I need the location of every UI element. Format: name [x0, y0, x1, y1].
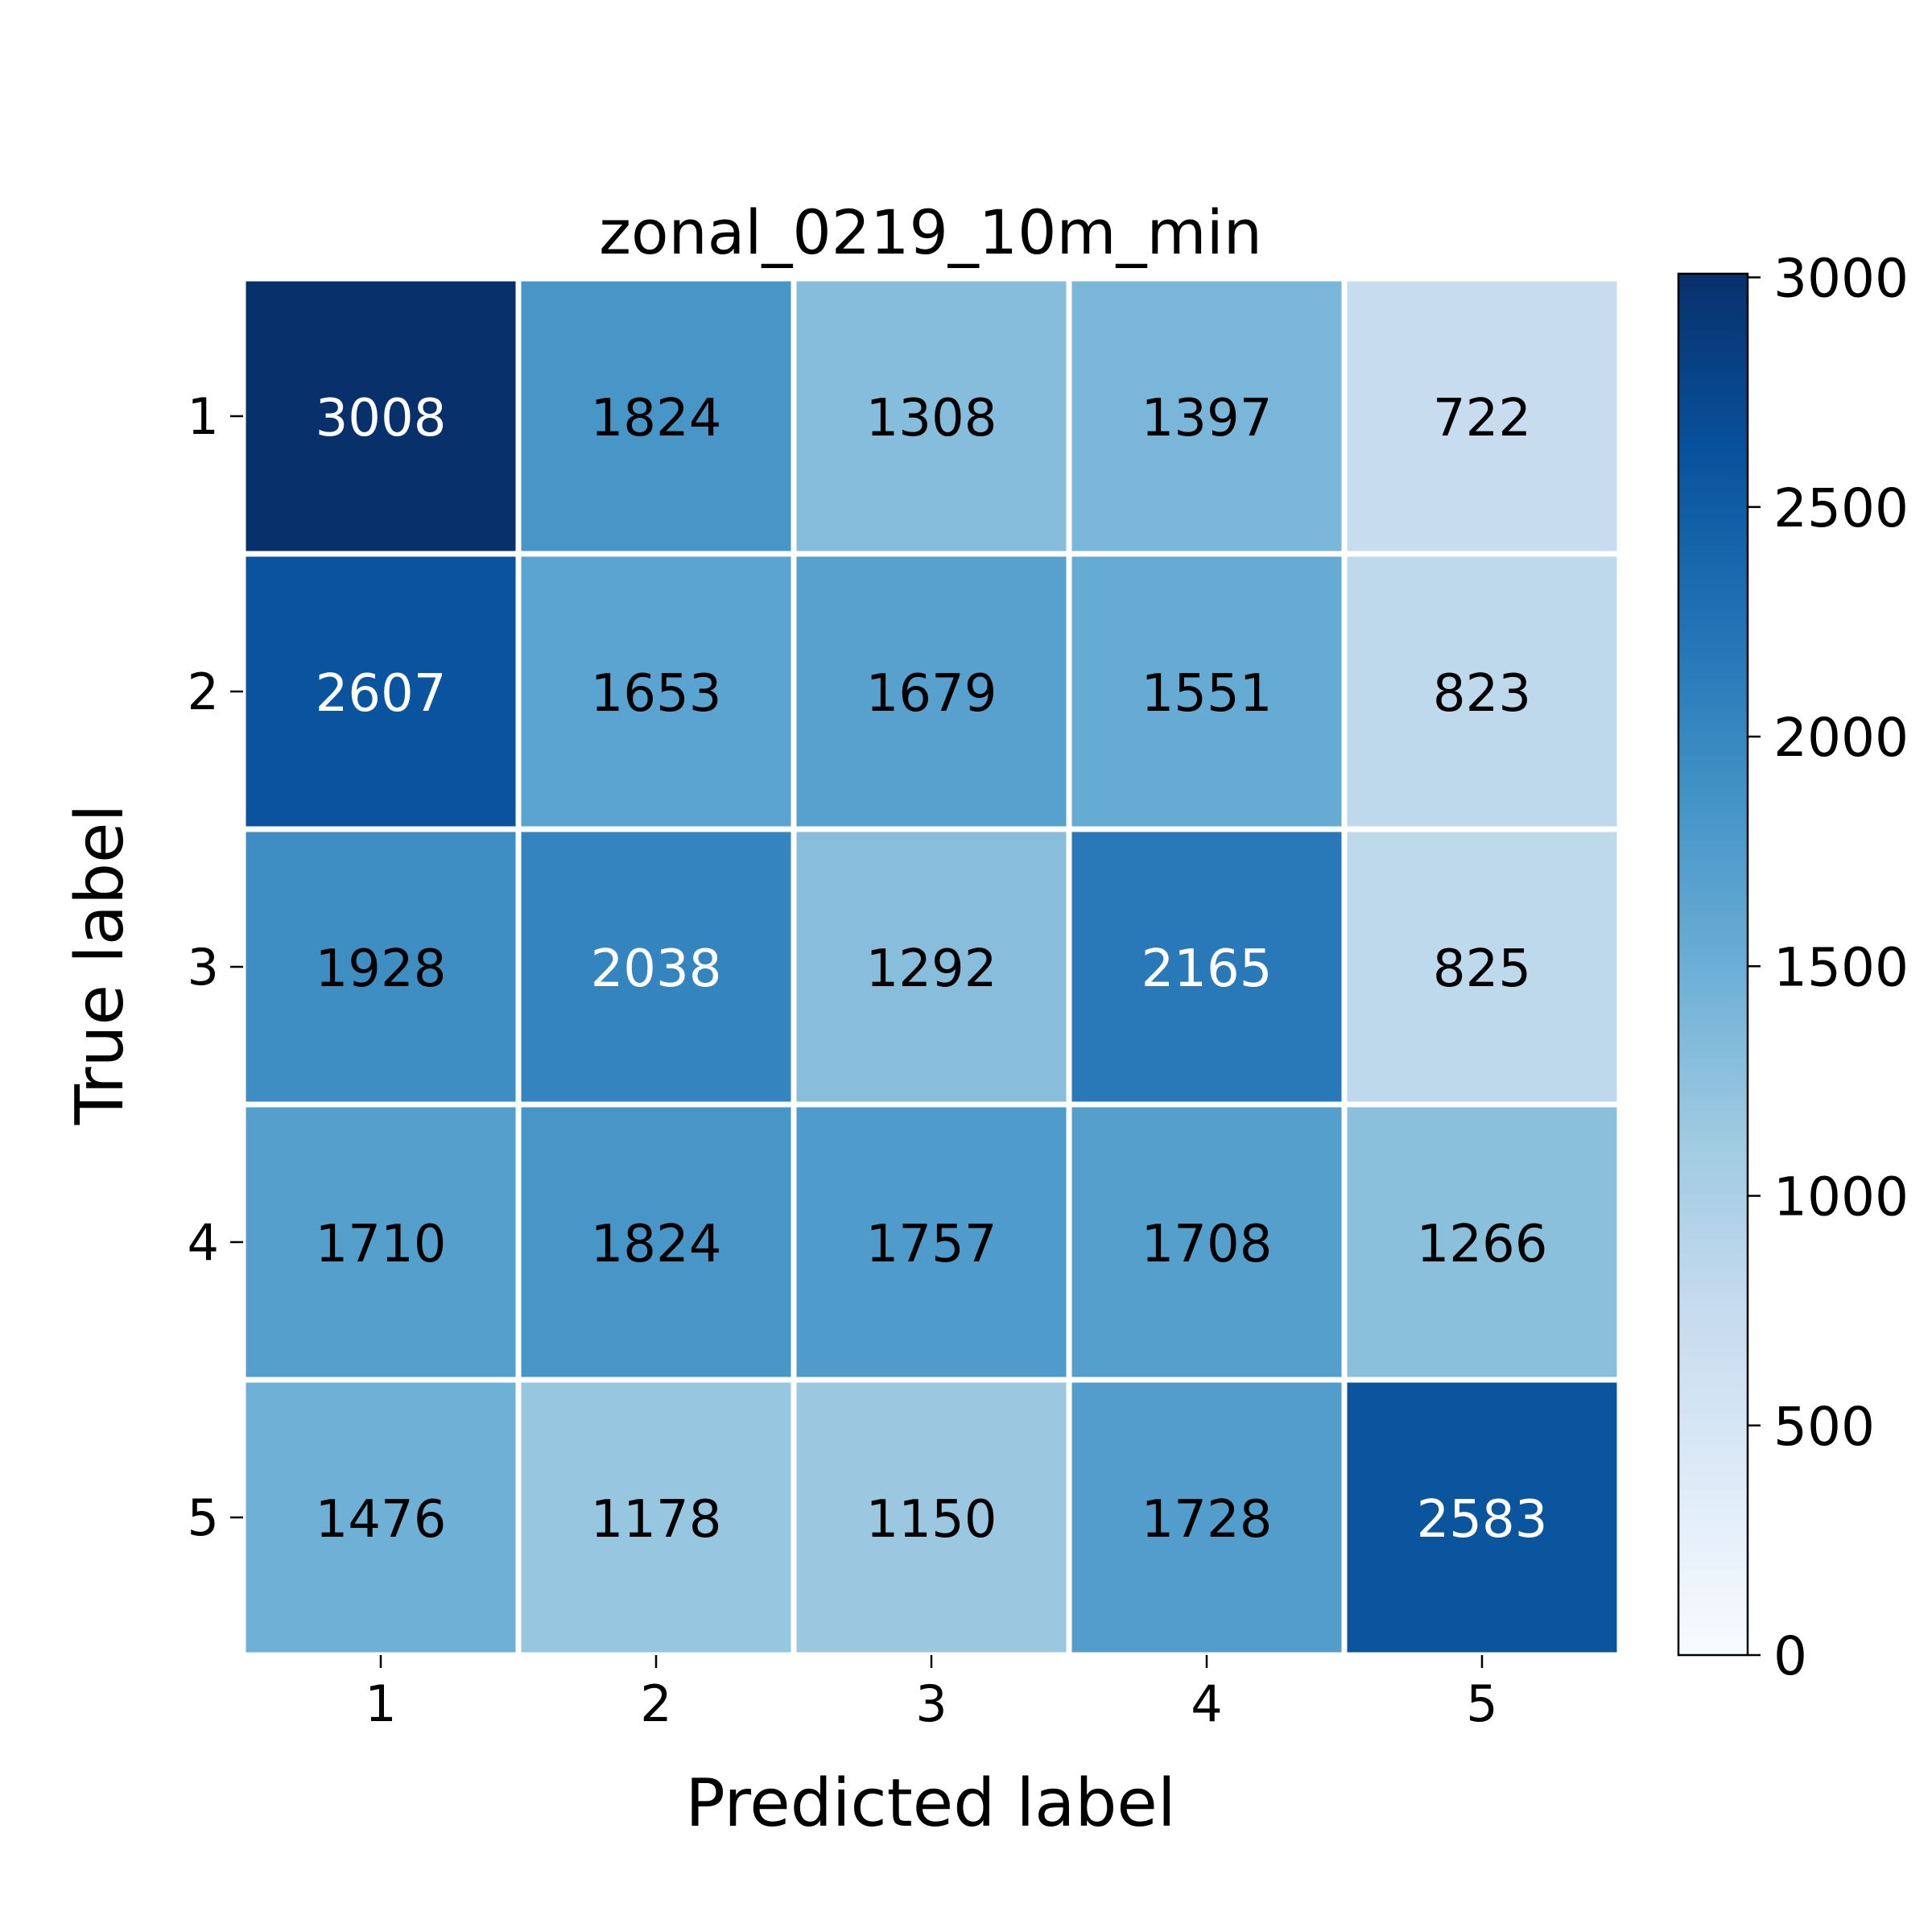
heatmap-cell-r3-c4 — [1071, 832, 1342, 1102]
y-tick-label-1: 1 — [188, 387, 219, 446]
heatmap-cell-r3-c2 — [521, 832, 791, 1102]
cell-value-label-r1-c5: 722 — [1433, 389, 1531, 448]
cell-value-label-r4-c1: 1710 — [316, 1215, 447, 1274]
cell-value-label-r3-c5: 825 — [1433, 939, 1531, 999]
heatmap-cell-r4-c3 — [796, 1107, 1067, 1377]
y-tick-label-2: 2 — [188, 663, 219, 721]
heatmap-cell-r2-c2 — [521, 556, 791, 827]
colorbar-tick-label-2000: 2000 — [1773, 707, 1909, 769]
colorbar-tick-label-500: 500 — [1773, 1396, 1875, 1458]
cell-value-label-r4-c5: 1266 — [1417, 1215, 1548, 1274]
x-tick-label-4: 4 — [1191, 1674, 1222, 1733]
colorbar-tick-label-2500: 2500 — [1773, 477, 1909, 539]
cell-value-label-r1-c1: 3008 — [316, 389, 447, 448]
cell-value-label-r4-c3: 1757 — [866, 1215, 997, 1274]
cell-value-label-r5-c5: 2583 — [1417, 1490, 1548, 1550]
heatmap-cell-r3-c3 — [796, 832, 1067, 1102]
cell-value-label-r2-c5: 823 — [1433, 664, 1531, 724]
y-tick-label-5: 5 — [188, 1488, 219, 1547]
x-axis-ticks: 1 2 3 4 5 — [365, 1655, 1498, 1733]
cell-value-label-r3-c2: 2038 — [591, 939, 722, 999]
heatmap-cell-r4-c1 — [246, 1107, 516, 1377]
heatmap-cell-r5-c5 — [1347, 1382, 1617, 1653]
heatmap-cell-r1-c2 — [521, 281, 791, 551]
heatmap-cell-r1-c4 — [1071, 281, 1342, 551]
x-tick-label-2: 2 — [640, 1674, 671, 1733]
cell-value-label-r4-c2: 1824 — [591, 1215, 722, 1274]
heatmap-cells — [246, 281, 1617, 1653]
chart-title: zonal_0219_10m_min — [599, 196, 1262, 268]
heatmap-cell-r1-c5 — [1347, 281, 1617, 551]
y-tick-label-3: 3 — [188, 938, 219, 997]
heatmap-cell-r4-c4 — [1071, 1107, 1342, 1377]
heatmap-cell-r2-c1 — [246, 556, 516, 827]
colorbar-tick-label-3000: 3000 — [1773, 248, 1909, 310]
heatmap-cell-r4-c5 — [1347, 1107, 1617, 1377]
heatmap-cell-r3-c5 — [1347, 832, 1617, 1102]
colorbar-tick-label-1500: 1500 — [1773, 936, 1909, 998]
cell-value-label-r5-c3: 1150 — [866, 1490, 997, 1550]
cell-value-label-r1-c3: 1308 — [866, 389, 997, 448]
heatmap-cell-r5-c2 — [521, 1382, 791, 1653]
colorbar-tick-label-0: 0 — [1773, 1625, 1807, 1687]
cell-value-label-r3-c1: 1928 — [316, 939, 447, 999]
cell-value-label-r3-c3: 1292 — [866, 939, 997, 999]
heatmap-cell-r4-c2 — [521, 1107, 791, 1377]
cell-value-label-r2-c2: 1653 — [591, 664, 722, 724]
cell-value-label-r1-c2: 1824 — [591, 389, 722, 448]
y-axis-ticks: 1 2 3 4 5 — [188, 387, 243, 1547]
heatmap-cell-r2-c5 — [1347, 556, 1617, 827]
colorbar-tick-label-1000: 1000 — [1773, 1166, 1909, 1228]
cell-value-label-r1-c4: 1397 — [1141, 389, 1273, 448]
cell-value-label-r2-c3: 1679 — [866, 664, 997, 724]
y-tick-label-4: 4 — [188, 1213, 219, 1272]
heatmap-cell-r5-c1 — [246, 1382, 516, 1653]
x-tick-label-1: 1 — [365, 1674, 396, 1733]
x-tick-label-3: 3 — [915, 1674, 947, 1733]
x-axis-label: Predicted label — [685, 1765, 1175, 1842]
heatmap-cell-r2-c3 — [796, 556, 1067, 827]
cell-value-label-r5-c4: 1728 — [1141, 1490, 1273, 1550]
colorbar — [1677, 272, 1749, 1657]
colorbar-ticks: 0 500 1000 1500 2000 2500 3000 — [1748, 248, 1909, 1687]
cell-value-label-r2-c1: 2607 — [316, 664, 447, 724]
cell-value-label-r5-c2: 1178 — [591, 1490, 722, 1550]
x-tick-label-5: 5 — [1466, 1674, 1497, 1733]
heatmap-annotations: 3008 1824 1308 1397 722 2607 1653 1679 1551 823 19… — [316, 389, 1548, 1550]
cell-value-label-r4-c4: 1708 — [1141, 1215, 1273, 1274]
heatmap-cell-r1-c1 — [246, 281, 516, 551]
heatmap-cell-r2-c4 — [1071, 556, 1342, 827]
y-axis-label: True label — [62, 804, 138, 1126]
cell-value-label-r2-c4: 1551 — [1141, 664, 1273, 724]
heatmap-cell-r5-c3 — [796, 1382, 1067, 1653]
heatmap-cell-r3-c1 — [246, 832, 516, 1102]
heatmap-cell-r5-c4 — [1071, 1382, 1342, 1653]
cell-value-label-r5-c1: 1476 — [316, 1490, 447, 1550]
cell-value-label-r3-c4: 2165 — [1141, 939, 1273, 999]
heatmap-cell-r1-c3 — [796, 281, 1067, 551]
